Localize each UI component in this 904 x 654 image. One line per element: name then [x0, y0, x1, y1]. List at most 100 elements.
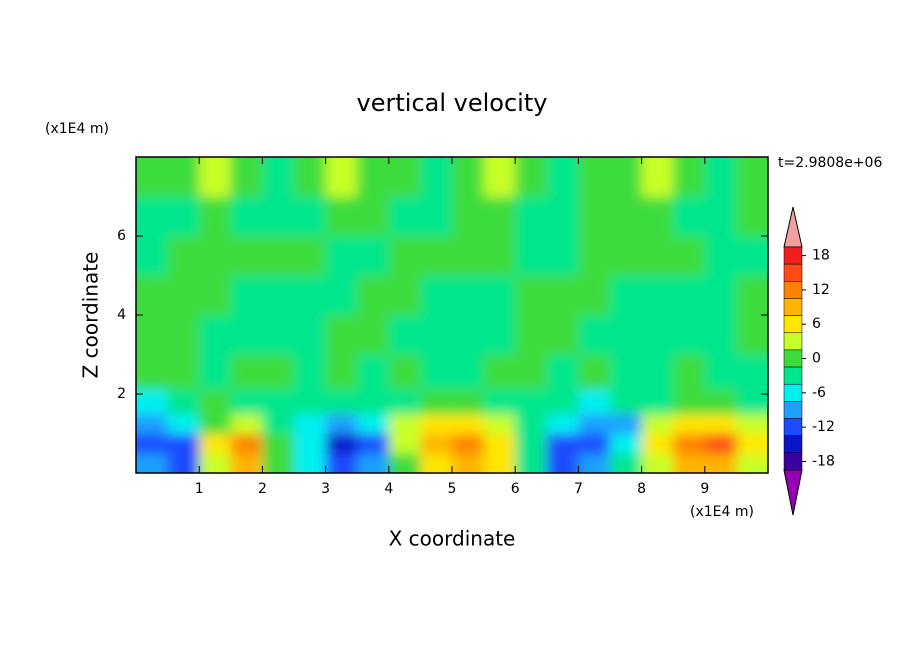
field-cell — [388, 157, 421, 197]
field-cell — [641, 275, 674, 316]
x-tick-label: 9 — [700, 481, 709, 497]
field-cell — [610, 236, 643, 276]
x-tick-label: 7 — [574, 481, 583, 497]
field-cell — [610, 196, 643, 237]
field-cell — [546, 433, 579, 454]
field-cell — [325, 275, 358, 316]
field-cell — [641, 433, 674, 454]
field-cell — [641, 413, 674, 434]
field-cell — [546, 275, 579, 316]
x-axis-label: X coordinate — [389, 527, 516, 551]
y-tick-label: 6 — [117, 228, 126, 244]
field-cell — [452, 354, 485, 390]
field-cell — [515, 413, 548, 434]
field-cell — [483, 157, 516, 197]
field-cell — [452, 157, 485, 197]
axes: 1 2 3 4 5 6 7 8 9 2 4 6 — [117, 156, 769, 497]
field-cell — [578, 196, 611, 237]
field-cell — [452, 236, 485, 276]
field-cell — [641, 236, 674, 276]
field-cell — [641, 196, 674, 237]
field-cell — [546, 157, 579, 197]
colorbar-box — [783, 401, 803, 419]
field-cell — [515, 389, 548, 415]
field-cell — [546, 413, 579, 434]
field-cell — [578, 354, 611, 390]
colorbar-over — [783, 206, 803, 248]
field-cell — [167, 275, 200, 316]
field-cell — [704, 236, 737, 276]
field-cell — [483, 354, 516, 390]
field-cell — [736, 413, 768, 434]
field-cell — [199, 315, 232, 355]
field-cell — [736, 354, 768, 390]
field-cell — [357, 236, 390, 276]
field-cell — [515, 157, 548, 197]
field-cell — [452, 413, 485, 434]
field-cell — [262, 389, 295, 415]
field-cell — [294, 433, 327, 454]
field-cell — [546, 196, 579, 237]
field-cell — [704, 315, 737, 355]
colorbar-label: -6 — [812, 385, 826, 401]
field-cell — [546, 236, 579, 276]
field-cell — [546, 315, 579, 355]
field-cell — [420, 433, 453, 454]
x-tick-label: 8 — [637, 481, 646, 497]
field-cell — [357, 433, 390, 454]
field-cell — [673, 413, 706, 434]
colorbar-box — [783, 315, 803, 334]
field-cell — [325, 196, 358, 237]
field-cell — [294, 275, 327, 316]
field-cell — [578, 413, 611, 434]
field-cells — [136, 157, 768, 473]
field-cell — [483, 275, 516, 316]
field-cell — [294, 389, 327, 415]
field-cell — [167, 389, 200, 415]
field-cell — [262, 275, 295, 316]
field-cell — [641, 315, 674, 355]
field-cell — [610, 413, 643, 434]
field-cell — [357, 354, 390, 390]
field-cell — [357, 157, 390, 197]
field-cell — [325, 453, 358, 473]
field-cell — [294, 453, 327, 473]
chart-title: vertical velocity — [357, 89, 548, 117]
field-cell — [578, 433, 611, 454]
field-cell — [357, 389, 390, 415]
field-cell — [420, 196, 453, 237]
field-cell — [388, 275, 421, 316]
field-cell — [610, 453, 643, 473]
field-cell — [230, 389, 263, 415]
field-cell — [641, 354, 674, 390]
field-cell — [136, 413, 169, 434]
field-cell — [420, 275, 453, 316]
field-cell — [357, 275, 390, 316]
colorbar-label: 6 — [812, 316, 821, 332]
field-cell — [230, 196, 263, 237]
field-cell — [420, 315, 453, 355]
field-cell — [199, 196, 232, 237]
field-cell — [167, 413, 200, 434]
field-cell — [610, 433, 643, 454]
field-cell — [515, 433, 548, 454]
field-cell — [136, 453, 169, 473]
colorbar-box — [783, 452, 803, 471]
field-cell — [610, 389, 643, 415]
field-cell — [388, 354, 421, 390]
colorbar: 18 12 6 0 -6 -12 -18 — [783, 206, 835, 516]
field-cell — [199, 453, 232, 473]
field-cell — [199, 354, 232, 390]
field-cell — [136, 315, 169, 355]
colorbar-label: 12 — [812, 282, 830, 298]
field-cell — [610, 315, 643, 355]
time-label: t=2.9808e+06 — [778, 155, 882, 171]
field-cell — [136, 389, 169, 415]
field-cell — [483, 433, 516, 454]
field-cell — [483, 196, 516, 237]
field-cell — [420, 157, 453, 197]
field-cell — [262, 354, 295, 390]
field-cell — [388, 453, 421, 473]
field-cell — [294, 157, 327, 197]
field-cell — [673, 433, 706, 454]
